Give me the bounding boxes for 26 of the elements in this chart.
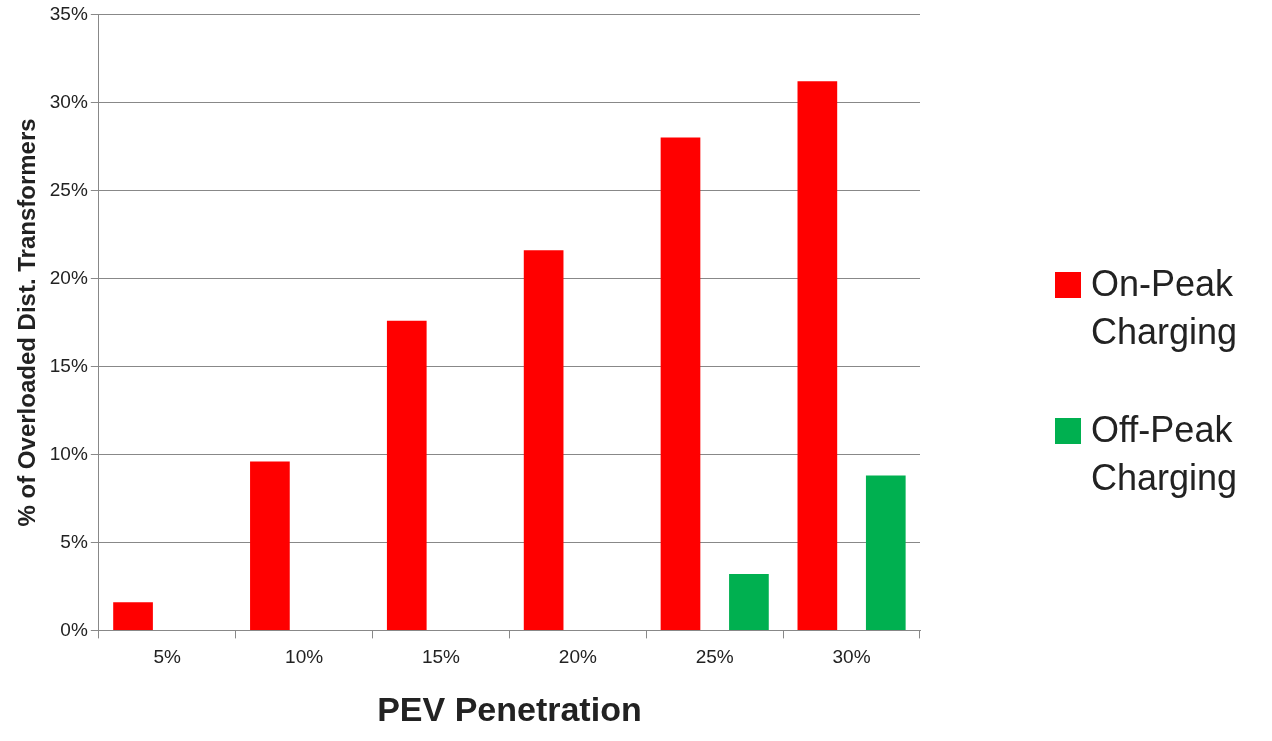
bar	[797, 81, 838, 630]
bar	[729, 574, 769, 630]
x-axis-title: PEV Penetration	[377, 689, 642, 728]
y-tick-label: 25%	[49, 178, 88, 200]
x-tick-label: 25%	[695, 646, 734, 668]
y-tick-label: 20%	[49, 266, 88, 288]
y-tick-label: 30%	[49, 90, 88, 112]
x-tick-label: 20%	[558, 646, 597, 668]
legend-label: Off-Peak Charging	[1091, 408, 1239, 500]
y-tick-label: 5%	[60, 530, 88, 552]
legend-label: On-Peak Charging	[1091, 262, 1239, 354]
x-tick-label: 5%	[153, 646, 182, 668]
y-tick-label: 15%	[49, 354, 88, 376]
bar	[386, 320, 427, 630]
bar	[113, 602, 153, 630]
y-tick-label: 10%	[49, 442, 88, 464]
x-tick-label: 10%	[285, 646, 324, 668]
y-axis-title: % of Overloaded Dist. Transformers	[13, 118, 41, 527]
bar	[523, 250, 564, 630]
bar	[250, 461, 290, 630]
x-tick-label: 15%	[421, 646, 461, 668]
bar	[865, 475, 906, 630]
x-tick-label: 30%	[832, 646, 871, 668]
y-tick-label: 0%	[60, 618, 88, 640]
y-tick-label: 35%	[49, 2, 88, 24]
bar	[660, 137, 701, 630]
